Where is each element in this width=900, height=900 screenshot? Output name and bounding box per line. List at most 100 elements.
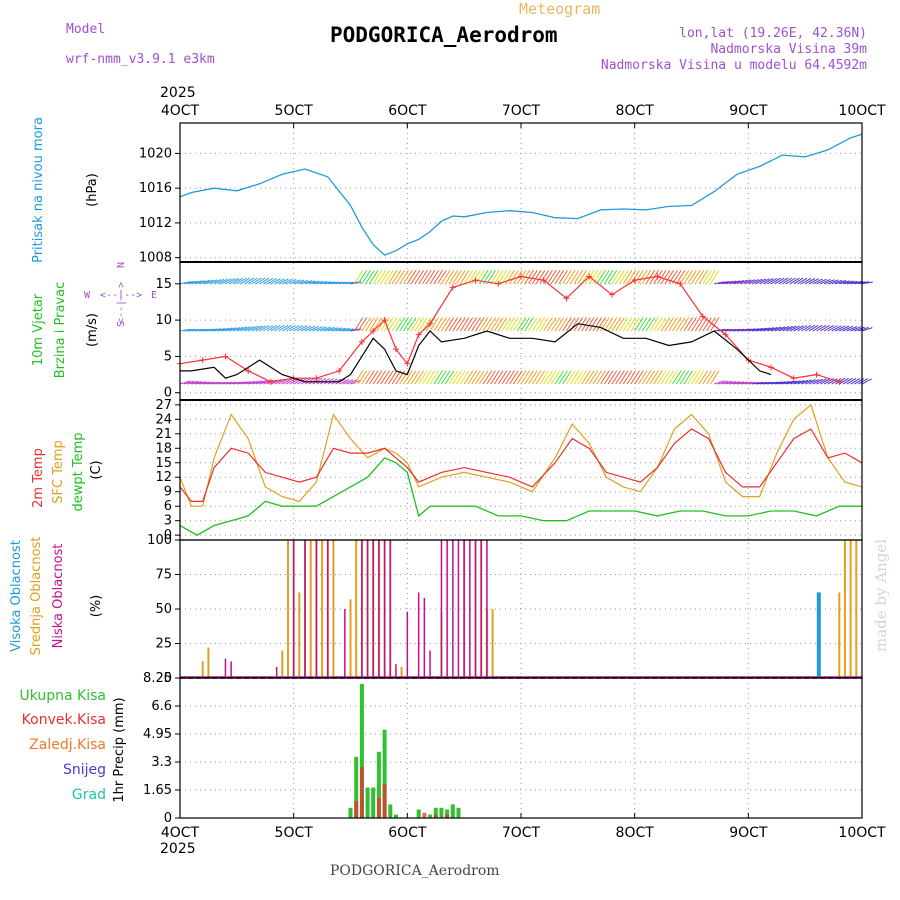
wind-arrow: [596, 370, 606, 385]
wind-arrow: [236, 381, 248, 385]
wind-arrow: [251, 277, 262, 285]
y-tick-label: 9: [164, 485, 172, 500]
wind-arrow: [524, 317, 534, 332]
wind-arrow: [543, 370, 553, 385]
wind-arrow: [433, 317, 443, 332]
wind-arrow: [331, 327, 343, 332]
wind-arrow: [433, 370, 443, 385]
wind-arrow: [497, 317, 508, 332]
wind-arrow: [706, 317, 716, 332]
wind-arrow: [497, 370, 508, 385]
mid-cloud-bar: [400, 667, 403, 678]
wind-arrow: [596, 317, 606, 332]
wind-arrow: [755, 381, 767, 385]
wind-arrow: [471, 317, 481, 332]
gust-marker: [586, 273, 593, 280]
wind-arrow: [714, 281, 726, 285]
pressure-label: Pritisak na nivou mora: [31, 117, 46, 263]
wind-arrow: [603, 317, 614, 332]
wind-arrow: [820, 278, 831, 285]
mid-cloud-bar: [321, 540, 324, 678]
wind-arrow: [573, 370, 584, 385]
wind-arrow: [183, 328, 195, 332]
total-precip-bar: [450, 804, 455, 818]
gust-marker: [358, 338, 365, 345]
wind-arrow: [304, 377, 315, 385]
wind-arrow: [486, 370, 496, 385]
gust-marker: [427, 320, 434, 327]
wind-arrow: [842, 325, 854, 332]
wind-arrow: [816, 324, 827, 332]
wind-arrow: [282, 378, 293, 385]
gust-marker: [518, 273, 524, 280]
wind-arrow: [380, 270, 390, 285]
wind-arrow: [770, 381, 782, 385]
low-cloud-bar: [452, 540, 454, 678]
wind-arrow: [463, 270, 474, 285]
wind-arrow: [327, 327, 339, 332]
wind-arrow: [679, 317, 690, 332]
wind-arrow: [266, 324, 277, 332]
wind-arrow: [778, 277, 789, 285]
wind-arrow: [717, 281, 729, 285]
bottom-date-label: 6OCT: [388, 825, 427, 841]
watermark: made by Angel: [872, 539, 890, 652]
wind-arrow: [729, 381, 741, 385]
gust-marker: [677, 280, 684, 287]
gust-marker: [222, 353, 229, 360]
wind-arrow: [626, 370, 637, 385]
wind-arrow: [482, 370, 493, 385]
gust-marker: [472, 277, 479, 284]
mid-cloud-bar: [849, 540, 852, 678]
wind-arrow: [619, 270, 629, 285]
wind-arrow: [285, 324, 296, 332]
wind-arrow: [539, 370, 550, 385]
wind-arrow: [516, 370, 527, 385]
wind-arrow: [717, 380, 729, 385]
wind-arrow: [240, 381, 252, 385]
wind-arrow: [376, 270, 387, 285]
wind-arrow: [672, 317, 682, 332]
wind-arrow: [266, 277, 277, 285]
low-cloud-bar: [429, 650, 431, 678]
wind-arrow: [687, 270, 697, 285]
wind-arrow: [535, 317, 546, 332]
low-cloud-bar: [469, 540, 471, 678]
wind-arrow: [444, 370, 455, 385]
wind-arrow: [494, 270, 504, 285]
wind-arrow: [858, 326, 869, 332]
y-tick-label: 0: [164, 671, 172, 686]
wind-arrow: [725, 328, 737, 332]
wind-arrow: [558, 270, 568, 285]
wind-arrow: [683, 270, 694, 285]
gust-marker: [608, 291, 615, 298]
total-precip-bar: [382, 729, 387, 818]
wind-arrow: [278, 324, 289, 332]
wind-arrow: [244, 380, 256, 385]
wind-arrow: [361, 270, 371, 285]
wind-arrow: [729, 280, 741, 285]
wind-arrow: [524, 370, 534, 385]
wind-arrow: [823, 324, 834, 332]
wind-arrow: [789, 277, 800, 285]
wind-arrow: [641, 270, 652, 285]
wind-arrow: [861, 327, 873, 332]
wind-arrow: [217, 327, 229, 332]
wind-arrow: [653, 370, 663, 385]
total-precip-bar: [428, 814, 433, 818]
wind-arrow: [304, 325, 316, 332]
wind-arrow: [225, 327, 237, 332]
wind-arrow: [748, 278, 759, 285]
wind-arrow: [376, 370, 387, 385]
wind-arrow: [683, 317, 694, 332]
wind-arrow: [516, 317, 527, 332]
wind-arrow: [691, 317, 701, 332]
lonlat-label: lon,lat (19.26E, 42.36N): [679, 26, 867, 41]
y-tick-label: 1016: [139, 181, 172, 196]
wind-arrow: [448, 270, 459, 285]
wind-arrow: [615, 370, 625, 385]
wind-arrow: [725, 381, 737, 385]
wind-arrow: [380, 370, 390, 385]
total-precip-bar: [416, 809, 421, 818]
wind-arrow: [338, 379, 350, 385]
